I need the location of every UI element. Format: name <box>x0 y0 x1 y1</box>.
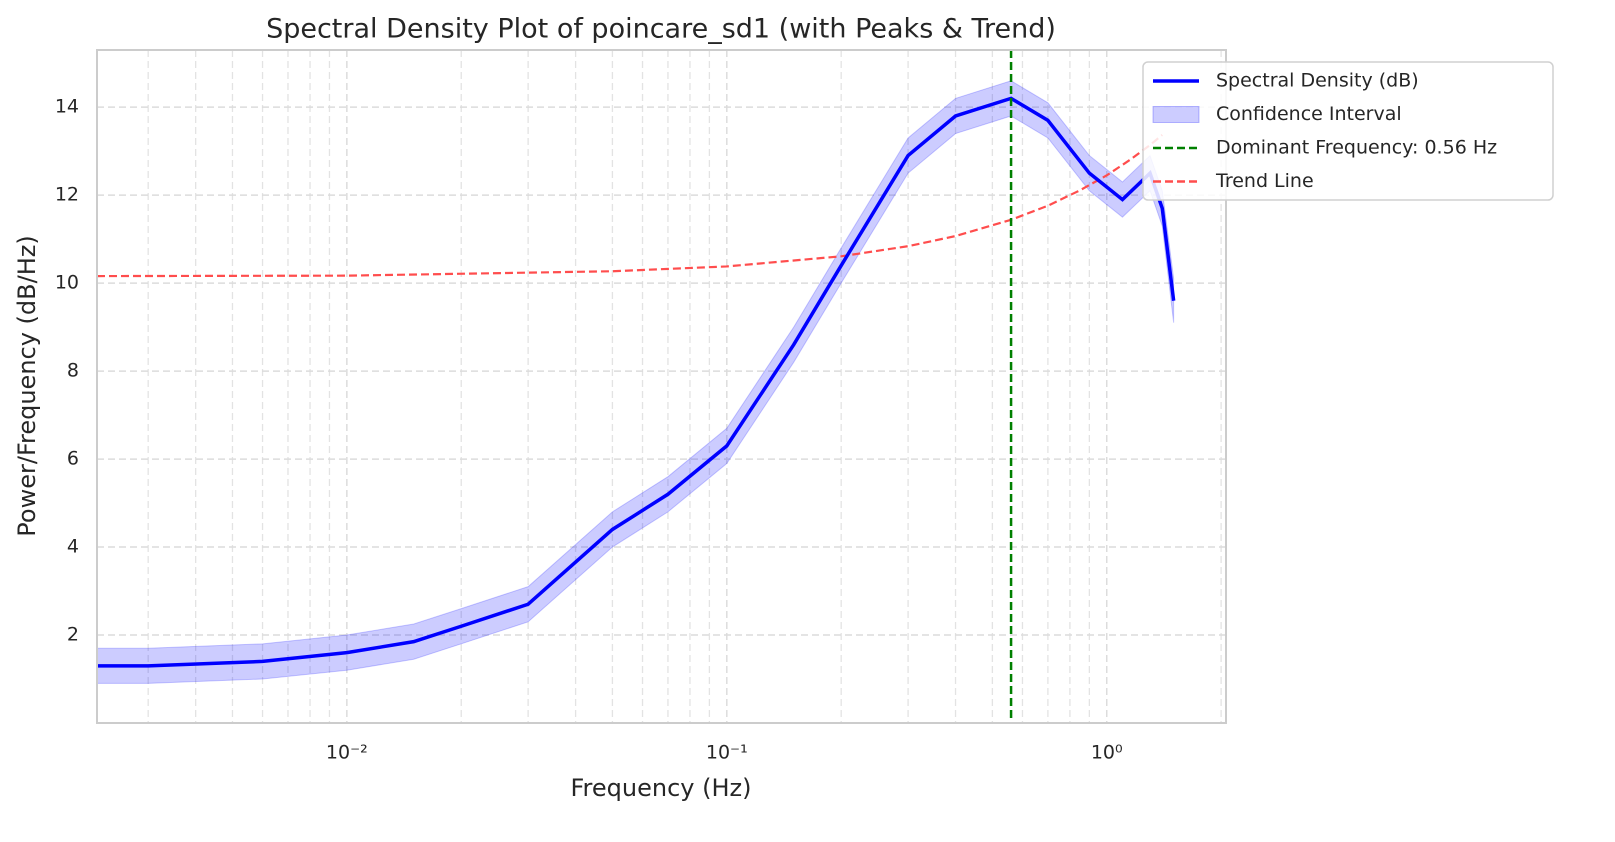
legend-label: Dominant Frequency: 0.56 Hz <box>1216 137 1497 159</box>
legend-label: Trend Line <box>1215 170 1314 192</box>
legend-box <box>1142 61 1554 201</box>
chart-title: Spectral Density Plot of poincare_sd1 (w… <box>266 14 1056 45</box>
y-tick-label: 2 <box>67 624 79 646</box>
plot-frame <box>96 49 1227 724</box>
plot-area <box>97 50 1176 723</box>
y-tick-label: 12 <box>55 184 79 206</box>
legend-swatch <box>1152 106 1200 123</box>
y-tick-label: 14 <box>55 96 79 118</box>
y-axis-label: Power/Frequency (dB/Hz) <box>13 235 41 536</box>
y-tick-label: 4 <box>67 536 79 558</box>
y-tick-label: 10 <box>55 272 79 294</box>
legend: Spectral Density (dB) Confidence Interval… <box>1142 61 1554 201</box>
legend-label: Spectral Density (dB) <box>1216 70 1419 92</box>
x-tick-label: 10⁻² <box>326 742 368 764</box>
y-tick-label: 6 <box>67 448 79 470</box>
series-line <box>97 96 1176 668</box>
grid <box>97 50 1226 723</box>
trend-line <box>97 134 1163 278</box>
x-tick-label: 10⁰ <box>1091 742 1123 764</box>
x-tick-label: 10⁻¹ <box>706 742 748 764</box>
legend-label: Confidence Interval <box>1216 103 1402 125</box>
x-axis-label: Frequency (Hz) <box>571 774 752 802</box>
y-tick-label: 8 <box>67 360 79 382</box>
